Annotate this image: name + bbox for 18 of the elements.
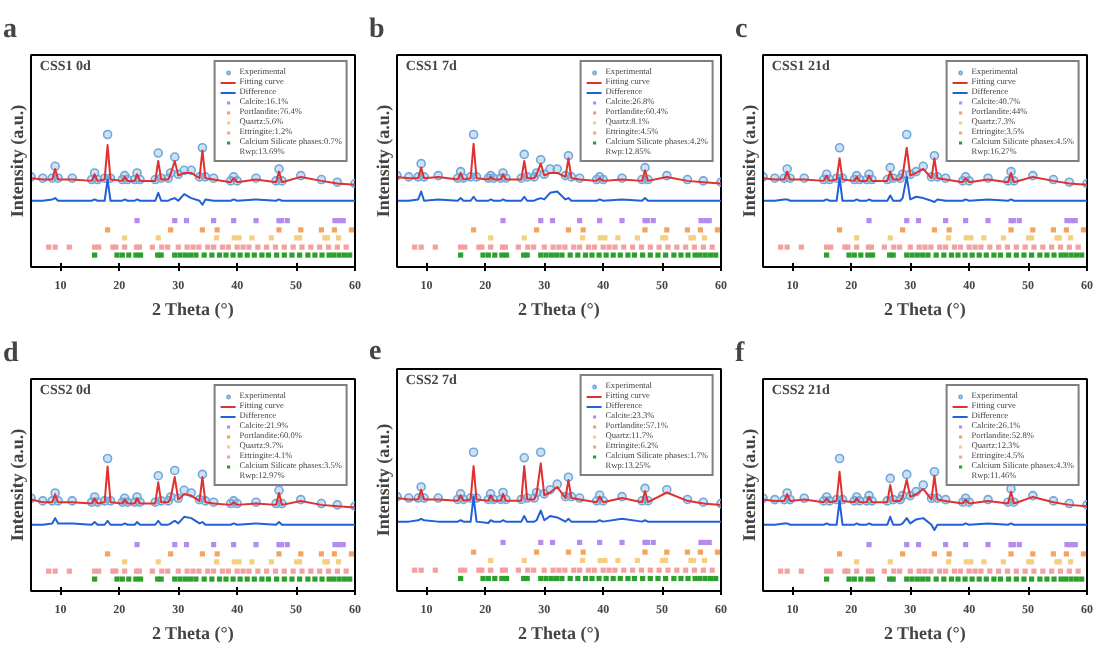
x-axis-title: 2 Theta (°) [883,299,966,319]
y-axis-title: Intensity (a.u.) [7,104,27,218]
x-axis-title: 2 Theta (°) [151,623,234,643]
x-axis-title: 2 Theta (°) [151,299,234,319]
y-axis-title: Intensity (a.u.) [739,428,759,542]
x-axis-title: 2 Theta (°) [517,299,600,319]
text: b [369,15,385,45]
text: e [369,337,382,367]
y-axis-title: Intensity (a.u.) [739,104,759,218]
text: f [735,339,745,369]
text: d [3,339,19,369]
y-axis-title: Intensity (a.u.) [373,104,393,218]
y-axis-title: Intensity (a.u.) [7,428,27,542]
x-axis-title: 2 Theta (°) [883,623,966,643]
text: a [3,15,17,45]
text: c [735,15,748,45]
y-axis-title: Intensity (a.u.) [373,423,393,537]
x-axis-title: 2 Theta (°) [517,623,600,643]
